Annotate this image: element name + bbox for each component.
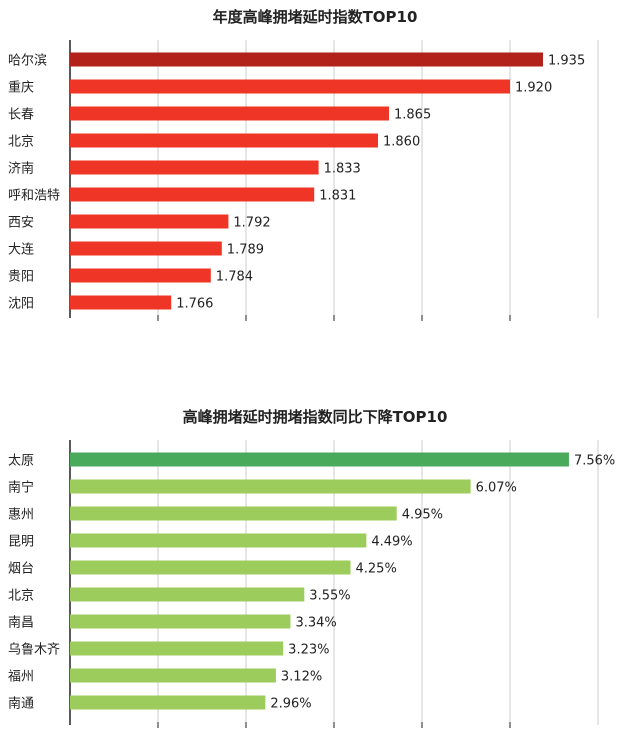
category-label: 济南: [8, 161, 34, 177]
bar: [70, 695, 266, 710]
bar: [70, 587, 305, 602]
bar: [70, 268, 211, 283]
value-label: 1.860: [383, 135, 420, 150]
category-label: 南通: [8, 696, 34, 712]
value-label: 1.935: [548, 54, 585, 69]
bar: [70, 668, 276, 683]
category-label: 西安: [8, 216, 34, 231]
category-label: 南宁: [8, 480, 34, 496]
category-label: 南昌: [8, 615, 34, 631]
bar: [70, 479, 471, 494]
value-label: 3.12%: [281, 670, 322, 685]
bar: [70, 133, 378, 148]
category-label: 太原: [8, 454, 34, 469]
value-label: 3.23%: [288, 643, 329, 658]
value-label: 6.07%: [476, 481, 517, 496]
value-label: 1.833: [324, 162, 361, 177]
category-label: 昆明: [8, 535, 34, 550]
bar: [70, 614, 291, 629]
category-label: 大连: [8, 242, 34, 258]
chart-2-plot: 太原 7.56% 南宁 6.07% 惠州 4.95% 昆明 4.49% 烟台 4.25% 北京 3.5…: [8, 440, 615, 728]
bar: [70, 160, 319, 175]
bar: [70, 52, 543, 67]
value-label: 1.792: [233, 216, 270, 231]
category-label: 北京: [8, 589, 34, 604]
category-label: 福州: [8, 670, 34, 685]
bar: [70, 506, 397, 521]
value-label: 4.25%: [356, 562, 397, 577]
category-label: 长春: [8, 108, 34, 123]
bar: [70, 106, 389, 121]
value-label: 4.95%: [402, 508, 443, 523]
category-label: 烟台: [8, 562, 34, 577]
category-label: 重庆: [8, 80, 34, 96]
value-label: 4.49%: [371, 535, 412, 550]
value-label: 3.34%: [295, 616, 336, 631]
value-label: 1.766: [176, 297, 213, 312]
bar: [70, 295, 172, 310]
category-label: 贵阳: [8, 270, 34, 285]
chart-2-title: 高峰拥堵延时拥堵指数同比下降TOP10: [182, 408, 448, 426]
value-label: 1.920: [515, 81, 552, 96]
bar: [70, 214, 229, 229]
bar: [70, 187, 315, 202]
value-label: 1.789: [227, 243, 264, 258]
value-label: 2.96%: [270, 697, 311, 712]
category-label: 沈阳: [8, 297, 34, 312]
category-label: 北京: [8, 135, 34, 150]
chart-1-plot: 哈尔滨 1.935 重庆 1.920 长春 1.865 北京 1.860 济南 1.833 呼和浩特…: [8, 40, 599, 321]
bar: [70, 641, 284, 656]
bar: [70, 452, 569, 467]
chart-1-title: 年度高峰拥堵延时指数TOP10: [212, 8, 418, 26]
bar: [70, 533, 367, 548]
value-label: 7.56%: [574, 454, 615, 469]
value-label: 1.831: [319, 189, 356, 204]
bar: [70, 560, 351, 575]
value-label: 1.865: [394, 108, 431, 123]
category-label: 乌鲁木齐: [8, 642, 60, 658]
category-label: 惠州: [8, 508, 34, 523]
value-label: 3.55%: [309, 589, 350, 604]
category-label: 呼和浩特: [8, 189, 60, 204]
bar: [70, 79, 510, 94]
category-label: 哈尔滨: [8, 53, 47, 69]
bar: [70, 241, 222, 256]
value-label: 1.784: [216, 270, 253, 285]
